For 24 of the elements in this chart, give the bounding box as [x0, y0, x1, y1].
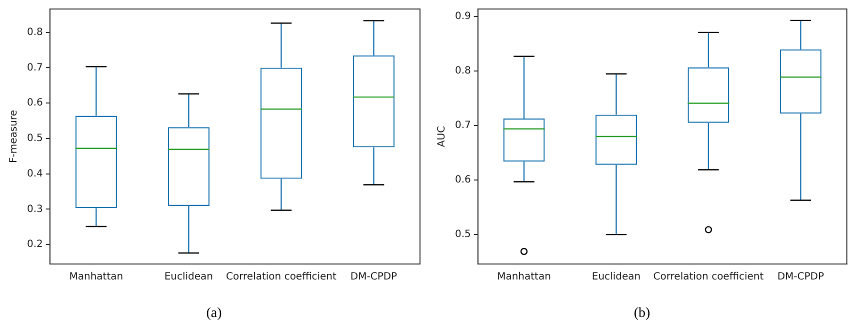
y-tick-label: 0.9	[454, 11, 471, 22]
y-tick-label: 0.5	[26, 133, 43, 144]
y-tick-label: 0.7	[454, 120, 471, 132]
y-tick-label: 0.5	[454, 229, 471, 240]
y-tick-label: 0.6	[454, 174, 471, 186]
y-tick-label: 0.2	[26, 239, 43, 250]
y-tick-label: 0.4	[26, 168, 43, 180]
x-tick-label: Euclidean	[164, 272, 214, 283]
x-tick-label: DM-CPDP	[350, 272, 398, 283]
y-axis-title: AUC	[436, 126, 448, 148]
y-tick-label: 0.3	[26, 204, 43, 215]
x-tick-label: Correlation coefficient	[653, 272, 764, 283]
x-tick-label: Euclidean	[592, 272, 641, 283]
text: (a)	[206, 306, 222, 322]
x-tick-label: Manhattan	[497, 272, 551, 283]
x-tick-label: DM-CPDP	[777, 272, 824, 283]
y-tick-label: 0.7	[26, 62, 43, 74]
x-tick-label: Manhattan	[69, 272, 124, 283]
y-tick-label: 0.6	[26, 98, 43, 109]
y-tick-label: 0.8	[26, 26, 43, 38]
y-tick-label: 0.8	[454, 66, 471, 77]
text: (b)	[634, 306, 650, 322]
y-axis-title: F-measure	[8, 110, 20, 163]
x-tick-label: Correlation coefficient	[226, 272, 337, 283]
